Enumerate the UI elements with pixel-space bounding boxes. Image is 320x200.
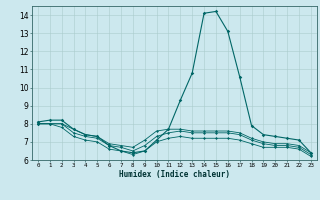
X-axis label: Humidex (Indice chaleur): Humidex (Indice chaleur) (119, 170, 230, 179)
